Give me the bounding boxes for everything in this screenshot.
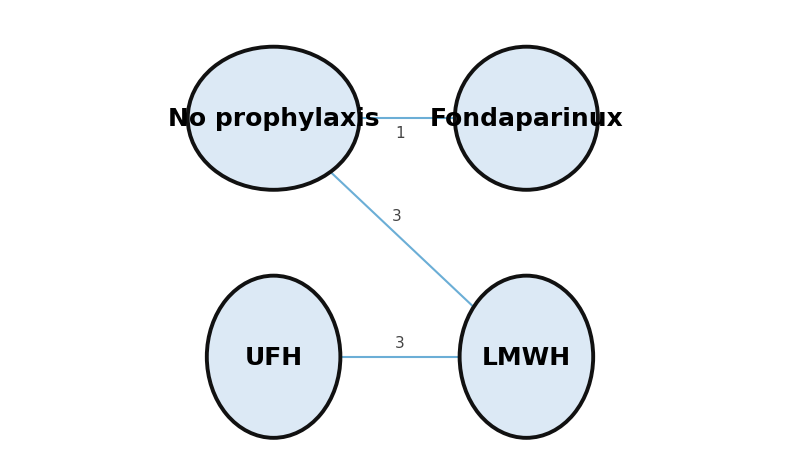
Text: 3: 3 [395, 335, 405, 350]
Text: LMWH: LMWH [482, 345, 571, 369]
Text: Fondaparinux: Fondaparinux [430, 107, 623, 131]
Text: No prophylaxis: No prophylaxis [168, 107, 379, 131]
Ellipse shape [460, 276, 593, 438]
Text: UFH: UFH [245, 345, 302, 369]
Text: 1: 1 [395, 126, 405, 141]
Ellipse shape [188, 48, 359, 190]
Ellipse shape [455, 48, 598, 190]
Ellipse shape [207, 276, 340, 438]
Text: 3: 3 [392, 208, 402, 223]
